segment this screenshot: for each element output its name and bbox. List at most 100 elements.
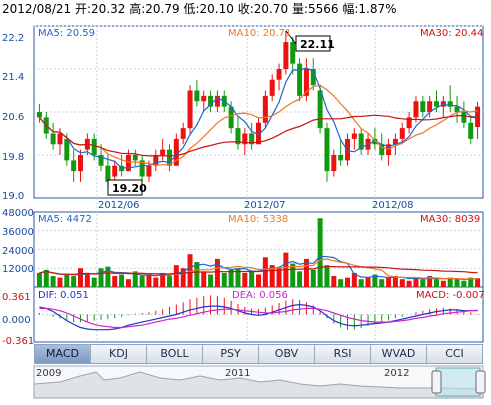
header-date: 2012/08/21 [2,2,71,16]
volume-ma10-legend: MA10: 5338 [228,214,288,225]
volume-y-tick: 12000 [2,264,34,275]
candle-body [318,91,323,129]
price-y-tick: 21.4 [2,72,24,83]
volume-bar [386,278,391,287]
candle-body [468,123,473,139]
high-callout: 22.11 [300,38,335,51]
volume-bar [475,278,480,287]
volume-bar [338,279,343,287]
candle-body [263,96,268,123]
volume-bar [461,281,466,287]
macd-dea-legend: DEA: 0.056 [232,290,288,301]
price-ma10-legend: MA10: 20.71 [228,28,291,39]
volume-ma30-legend: MA30: 8039 [420,214,480,225]
candle-body [112,166,117,177]
volume-bar [366,278,371,287]
price-x-tick: 2012/07 [244,200,286,211]
tab-kdj[interactable]: KDJ [91,345,147,363]
price-ma30-legend: MA30: 20.44 [420,28,483,39]
candle-body [434,101,439,106]
tab-macd[interactable]: MACD [35,345,91,363]
header-open: 开:20.32 [75,2,125,16]
navigator-right-handle[interactable] [476,371,485,393]
navigator-left-handle[interactable] [432,371,441,393]
macd-y-tick: -0.361 [2,336,34,347]
tab-cci[interactable]: CCI [427,345,482,363]
header-close: 收:20.70 [238,2,288,16]
navigator-year: 2009 [36,368,61,379]
volume-bar [413,278,418,287]
volume-bar [174,265,179,287]
candle-body [420,101,425,112]
volume-bar [359,279,364,287]
price-x-tick: 2012/06 [98,200,140,211]
volume-bar [153,278,158,287]
header-low: 低:20.10 [183,2,233,16]
volume-bar [64,275,69,288]
macd-y-tick: 0.000 [2,315,31,326]
candle-body [338,155,343,160]
volume-bar [407,281,412,287]
indicator-tab-bar: MACD KDJ BOLL PSY OBV RSI WVAD CCI [34,344,483,364]
macd-dif-legend: DIF: 0.051 [38,290,89,301]
price-ma5-legend: MA5: 20.59 [38,28,95,39]
volume-y-tick: 24000 [2,246,34,257]
volume-bar [99,268,104,287]
volume-bar [78,268,83,287]
price-y-tick: 20.6 [2,112,24,123]
volume-bar [92,278,97,287]
volume-bar [215,259,220,287]
volume-bar [324,265,329,287]
volume-bar [242,273,247,287]
tab-rsi[interactable]: RSI [315,345,371,363]
macd-value-legend: MACD: -0.007 [416,290,485,301]
volume-bar [434,279,439,287]
candle-body [188,91,193,129]
volume-bar [420,279,425,287]
volume-bar [441,281,446,287]
volume-bar [297,271,302,287]
candle-body [64,139,69,161]
candle-body [194,91,199,102]
candle-body [277,69,282,80]
volume-bar [51,276,56,287]
volume-bar [256,275,261,288]
candle-body [71,160,76,171]
candle-body [160,150,165,155]
navigator-window[interactable] [436,368,480,396]
price-y-tick: 19.8 [2,152,24,163]
volume-y-tick: 48000 [2,208,34,219]
volume-bar [249,271,254,287]
candle-body [78,155,83,171]
candle-body [331,155,336,171]
candle-body [413,101,418,117]
header-volume: 量:5566 [292,2,339,16]
volume-bar [400,279,405,287]
volume-y-tick: 36000 [2,227,34,238]
volume-bar [112,276,117,287]
candle-body [324,128,329,171]
header-change: 幅:1.87% [342,1,396,16]
volume-bar [229,270,234,287]
macd-y-tick: 0.361 [2,292,31,303]
tab-boll[interactable]: BOLL [147,345,203,363]
volume-bar [167,276,172,287]
candle-body [352,134,357,139]
volume-bar [331,276,336,287]
tab-psy[interactable]: PSY [203,345,259,363]
volume-ma5-legend: MA5: 4472 [38,214,92,225]
volume-bar [208,275,213,288]
volume-bar [105,267,110,287]
tab-wvad[interactable]: WVAD [371,345,427,363]
volume-bar [455,279,460,287]
tab-obv[interactable]: OBV [259,345,315,363]
price-x-tick: 2012/08 [372,200,414,211]
candle-body [105,166,110,182]
candle-body [297,64,302,96]
candle-body [92,139,97,155]
volume-bar [379,279,384,287]
volume-bar [318,218,323,287]
candle-body [57,134,62,145]
volume-bar [140,276,145,287]
